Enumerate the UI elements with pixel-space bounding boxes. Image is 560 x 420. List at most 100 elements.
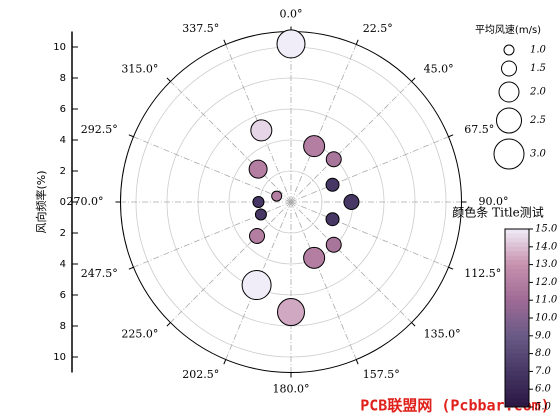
- colorbar-swatch: [505, 300, 529, 306]
- angle-tick: [411, 322, 416, 327]
- size-legend-label: 1.0: [530, 45, 547, 56]
- colorbar-swatch: [505, 291, 529, 297]
- radial-tick-label: 10: [53, 42, 66, 53]
- colorbar-swatch: [505, 340, 529, 346]
- grid-spoke: [290, 44, 357, 203]
- colorbar-swatch: [505, 362, 529, 368]
- grid-spoke: [290, 201, 412, 323]
- colorbar-swatch: [505, 384, 529, 390]
- angle-tick-label: 315.0°: [121, 62, 158, 75]
- colorbar-swatch: [505, 335, 529, 341]
- colorbar-swatch: [505, 393, 529, 399]
- y-axis-label: 风向频率(%): [34, 170, 48, 233]
- radial-tick-label: 6: [60, 290, 66, 301]
- size-legend-label: 2.0: [529, 87, 547, 98]
- colorbar-swatch: [505, 349, 529, 355]
- colorbar-tick-label: 13.0: [535, 259, 558, 270]
- grid-spoke: [290, 201, 357, 360]
- colorbar-swatch: [505, 251, 529, 257]
- angle-tick-label: 0.0°: [280, 8, 303, 21]
- grid-spoke: [133, 201, 292, 268]
- angle-tick-label: 337.5°: [182, 22, 219, 35]
- bubble: [303, 246, 326, 269]
- colorbar-swatch: [505, 398, 529, 404]
- colorbar-swatch: [505, 318, 529, 323]
- colorbar-swatch: [505, 353, 529, 359]
- grid-spoke: [170, 81, 292, 203]
- size-legend-marker: [493, 138, 525, 170]
- angle-tick-label: 180.0°: [273, 383, 310, 396]
- colorbar-tick-label: 14.0: [535, 241, 558, 252]
- colorbar-swatch: [505, 304, 529, 310]
- colorbar-swatch: [505, 366, 529, 372]
- bubble: [277, 298, 305, 327]
- colorbar-swatch: [505, 282, 529, 288]
- colorbar-swatch: [505, 358, 529, 363]
- colorbar-swatch: [505, 273, 529, 279]
- bubble: [343, 194, 360, 210]
- colorbar-tick-label: 10.0: [535, 313, 558, 324]
- colorbar-tick-label: 6.0: [535, 384, 552, 395]
- radial-tick-label: 0: [60, 197, 66, 208]
- colorbar-swatch: [505, 313, 529, 319]
- colorbar-swatch: [505, 246, 529, 252]
- colorbar-swatch: [505, 260, 529, 266]
- colorbar-title: 颜色条 Title测试: [452, 205, 543, 220]
- bubble: [252, 196, 265, 208]
- size-legend-label: 1.5: [530, 63, 546, 74]
- size-legend-label: 3.0: [530, 149, 547, 160]
- angle-tick-label: 45.0°: [424, 62, 454, 75]
- bubble: [325, 236, 342, 253]
- angle-tick-label: 202.5°: [182, 368, 219, 381]
- bubble: [325, 151, 342, 168]
- colorbar-swatch: [505, 402, 529, 408]
- colorbar-swatch: [505, 375, 529, 381]
- grid-spoke: [170, 201, 292, 323]
- colorbar-swatch: [505, 277, 529, 283]
- angle-tick-label: 270.0°: [67, 195, 104, 208]
- bubble: [325, 212, 340, 227]
- angle-tick-label: 112.5°: [464, 267, 501, 280]
- radial-tick-label: 4: [60, 259, 66, 270]
- radial-tick-label: 4: [60, 135, 66, 146]
- bubble: [249, 227, 266, 244]
- size-legend-label: 2.5: [529, 115, 546, 126]
- colorbar-swatch: [505, 269, 529, 274]
- angle-tick: [223, 39, 227, 45]
- bubble: [276, 29, 306, 59]
- angle-tick: [128, 266, 134, 270]
- colorbar-swatch: [505, 233, 529, 239]
- grid-spoke: [133, 136, 292, 203]
- size-legend-marker: [496, 107, 522, 134]
- colorbar-tick-label: 15.0: [535, 224, 558, 235]
- bubble: [248, 159, 268, 179]
- angle-tick-label: 157.5°: [363, 368, 400, 381]
- bubble: [241, 270, 272, 301]
- angle-tick: [448, 266, 454, 270]
- colorbar-swatch: [505, 344, 529, 350]
- bubble: [271, 190, 283, 202]
- angle-tick: [411, 77, 416, 82]
- angle-tick: [355, 39, 359, 45]
- size-legend-marker: [503, 44, 515, 56]
- radial-tick-label: 10: [53, 352, 66, 363]
- angle-tick-label: 22.5°: [363, 22, 393, 35]
- bubble: [250, 119, 273, 142]
- angle-tick: [166, 77, 171, 82]
- colorbar-swatch: [505, 229, 529, 234]
- angle-tick-label: 225.0°: [121, 328, 158, 341]
- angle-tick-label: 247.5°: [81, 267, 118, 280]
- colorbar-swatch: [505, 264, 529, 270]
- angle-tick-label: 135.0°: [424, 328, 461, 341]
- colorbar-swatch: [505, 389, 529, 395]
- colorbar-swatch: [505, 371, 529, 377]
- colorbar-tick-label: 5.0: [535, 402, 552, 413]
- colorbar-swatch: [505, 237, 529, 243]
- size-legend-marker: [501, 60, 517, 77]
- angle-tick: [166, 322, 171, 327]
- grid-spoke: [290, 201, 449, 268]
- angle-tick: [223, 359, 227, 365]
- colorbar-swatch: [505, 322, 529, 328]
- radial-tick-label: 6: [60, 104, 66, 115]
